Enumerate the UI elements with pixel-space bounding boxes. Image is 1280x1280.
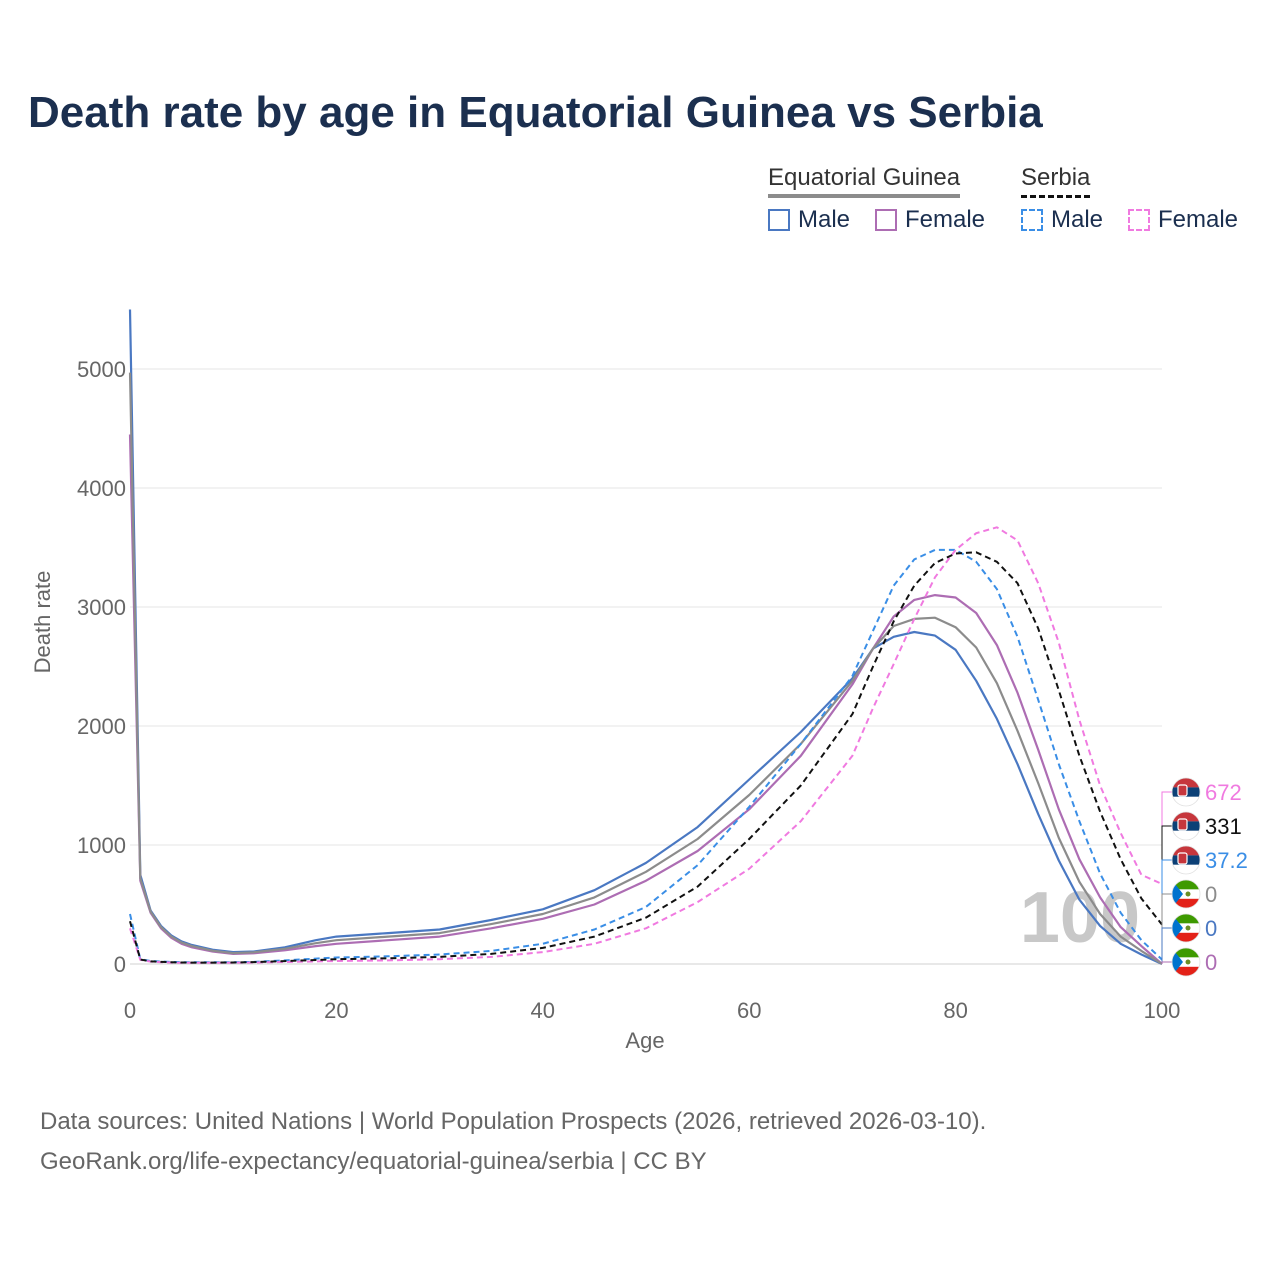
legend-label: Male [1051, 206, 1104, 233]
series-line-equatorial-guinea-female[interactable] [128, 434, 1163, 965]
end-label-value: 0 [1205, 916, 1217, 941]
end-label-value: 672 [1205, 780, 1242, 805]
legend-swatch [768, 209, 790, 231]
end-label-value: 0 [1205, 950, 1217, 975]
y-tick-label: 4000 [77, 476, 126, 501]
y-tick-label: 1000 [77, 833, 126, 858]
series-line-serbia-total[interactable] [129, 551, 1163, 964]
legend-swatch [875, 209, 897, 231]
chart-plot: 0 1000 2000 3000 4000 5000 0 20 40 60 80 100 100 67… [30, 309, 1248, 1053]
legend-label: Male [798, 206, 851, 233]
axes: 0 1000 2000 3000 4000 5000 0 20 40 60 80 100 [77, 357, 1180, 1023]
x-tick-label: 40 [531, 998, 555, 1023]
end-label-connector [1161, 893, 1172, 964]
legend-item-rs-male[interactable]: Male [1021, 206, 1103, 234]
series-group [128, 309, 1163, 965]
footer-link[interactable]: GeoRank.org/life-expectancy/equatorial-g… [40, 1148, 707, 1175]
x-tick-label: 100 [1144, 998, 1181, 1023]
serbia-flag-icon [1171, 811, 1201, 841]
end-label-connector [1161, 859, 1172, 960]
legend-swatch [1021, 209, 1043, 231]
end-label-connector [1161, 927, 1172, 964]
equatorial-guinea-flag-icon [1171, 879, 1201, 909]
legend-item-eg-male[interactable]: Male [768, 206, 850, 234]
series-line-equatorial-guinea-male[interactable] [128, 309, 1163, 965]
end-label-connector [1161, 961, 1172, 964]
end-labels: 672 331 37.2 0 0 0 [1161, 777, 1248, 977]
y-tick-label: 3000 [77, 595, 126, 620]
x-tick-label: 0 [124, 998, 136, 1023]
y-tick-label: 5000 [77, 357, 126, 382]
serbia-flag-icon [1171, 777, 1201, 807]
series-line-serbia-female[interactable] [129, 526, 1163, 964]
year-watermark: 100 [1020, 878, 1140, 958]
equatorial-guinea-flag-icon [1171, 947, 1201, 977]
serbia-flag-icon [1171, 845, 1201, 875]
grid [130, 368, 1162, 846]
end-label-connector [1161, 791, 1172, 884]
end-label-value: 0 [1205, 882, 1217, 907]
end-label-value: 331 [1205, 814, 1242, 839]
legend-item-eg-female[interactable]: Female [875, 206, 985, 234]
x-tick-label: 60 [737, 998, 761, 1023]
x-axis-label: Age [625, 1028, 664, 1053]
y-axis-label: Death rate [30, 571, 55, 674]
equatorial-guinea-flag-icon [1171, 913, 1201, 943]
legend-label: Female [905, 206, 986, 233]
footer-sources: Data sources: United Nations | World Pop… [40, 1108, 987, 1135]
x-tick-label: 80 [943, 998, 967, 1023]
legend-swatch [1128, 209, 1150, 231]
y-tick-label: 0 [114, 952, 126, 977]
legend-label: Female [1158, 206, 1239, 233]
series-line-equatorial-guinea-total[interactable] [128, 372, 1163, 965]
end-label-connector [1161, 825, 1172, 925]
end-label-value: 37.2 [1205, 848, 1248, 873]
chart-title: Death rate by age in Equatorial Guinea v… [28, 88, 1043, 137]
legend-item-rs-female[interactable]: Female [1128, 206, 1238, 234]
series-line-serbia-male[interactable] [129, 548, 1163, 964]
y-tick-label: 2000 [77, 714, 126, 739]
x-tick-label: 20 [324, 998, 348, 1023]
